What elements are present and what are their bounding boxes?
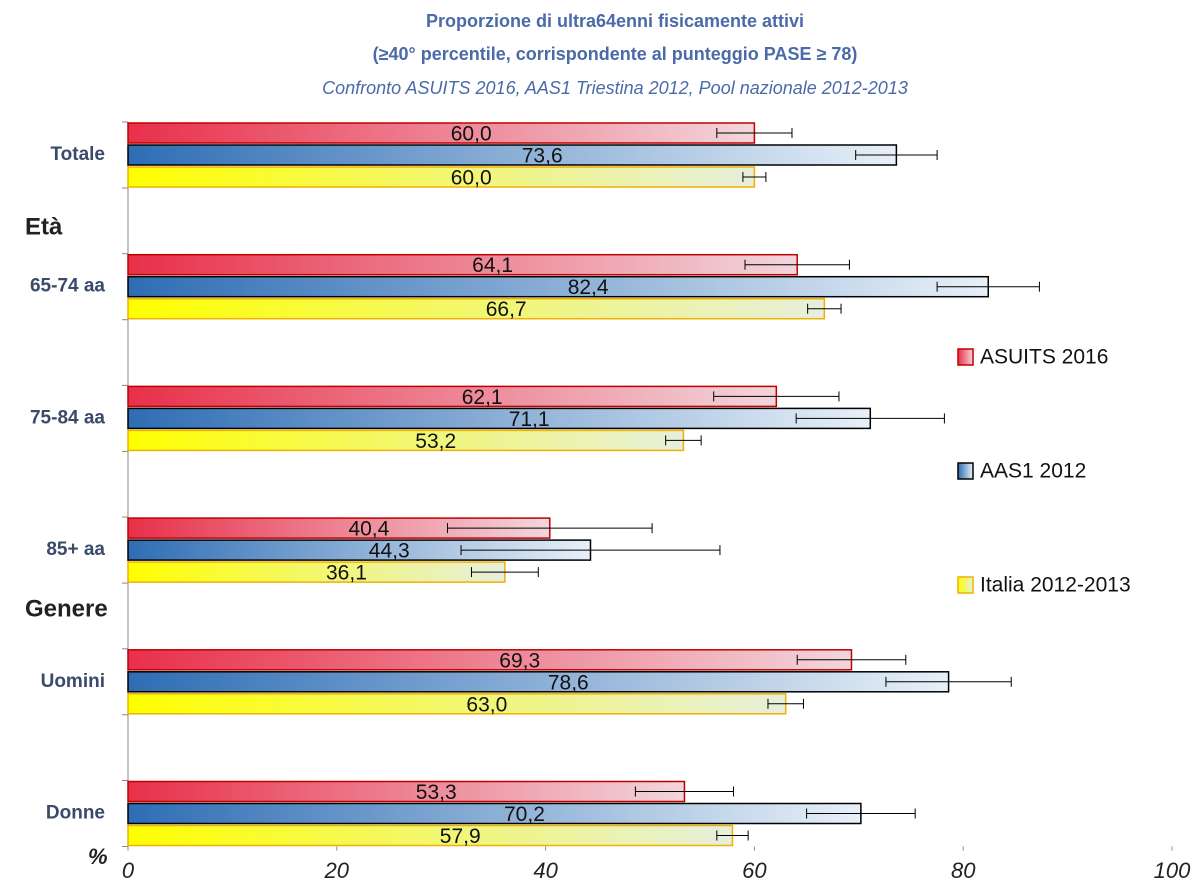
error-bar — [460, 545, 721, 556]
bar — [127, 693, 787, 715]
bar — [127, 671, 950, 693]
legend-label: AAS1 2012 — [980, 460, 1086, 483]
bar — [127, 122, 756, 144]
value-label: 66,7 — [486, 298, 527, 321]
value-label: 53,3 — [416, 781, 457, 804]
value-label: 60,0 — [451, 123, 492, 146]
value-label: 82,4 — [568, 276, 609, 299]
error-bar — [936, 281, 1040, 292]
y-tick-label: Uomini — [41, 671, 105, 692]
value-label: 36,1 — [326, 562, 367, 585]
value-label: 73,6 — [522, 145, 563, 168]
x-tick-label: 60 — [742, 858, 767, 883]
x-tick-label: 20 — [324, 858, 350, 883]
error-bar — [470, 567, 539, 578]
bar — [127, 166, 756, 188]
bar — [127, 824, 734, 847]
x-tick-label: 80 — [951, 858, 976, 883]
bar — [127, 780, 686, 803]
value-label: 69,3 — [499, 649, 540, 672]
bar — [127, 385, 778, 408]
error-bar — [885, 676, 1012, 687]
bar — [127, 275, 990, 298]
error-bar — [744, 259, 850, 270]
error-bar — [742, 172, 767, 182]
error-bar — [713, 391, 840, 402]
value-label: 44,3 — [369, 540, 410, 563]
x-axis-label: % — [88, 844, 108, 869]
error-bar — [446, 523, 653, 534]
value-label: 71,1 — [509, 408, 550, 431]
y-tick-label: 75-84 aa — [30, 407, 105, 428]
error-bar — [795, 413, 945, 424]
value-label: 78,6 — [548, 671, 589, 694]
error-bar — [665, 435, 702, 446]
chart-subtitle: Confronto ASUITS 2016, AAS1 Triestina 20… — [322, 78, 908, 98]
y-tick-label: Donne — [46, 803, 105, 824]
bar — [127, 297, 826, 320]
chart-title-line2: (≥40° percentile, corrispondente al punt… — [373, 44, 858, 64]
value-label: 64,1 — [472, 254, 513, 277]
error-bar — [796, 654, 907, 665]
x-tick-label: 0 — [122, 858, 135, 883]
value-label: 63,0 — [466, 693, 507, 716]
value-label: 40,4 — [348, 518, 389, 541]
x-tick-label: 40 — [533, 858, 558, 883]
legend-swatch — [957, 462, 974, 480]
bar — [127, 253, 798, 276]
error-bar — [767, 698, 804, 709]
y-tick-label: 85+ aa — [46, 539, 105, 560]
x-tick-label: 100 — [1154, 858, 1191, 883]
bar — [127, 144, 898, 166]
error-bar — [807, 303, 842, 314]
chart-title: Proporzione di ultra64enni fisicamente a… — [426, 11, 804, 31]
value-label: 57,9 — [440, 825, 481, 848]
bar — [127, 429, 685, 452]
legend-swatch — [957, 348, 974, 366]
bar — [127, 649, 853, 671]
bar — [127, 802, 862, 825]
y-tick-label: 65-74 aa — [30, 276, 105, 297]
value-label: 70,2 — [504, 803, 545, 826]
section-label: Età — [25, 213, 63, 240]
legend-label: Italia 2012-2013 — [980, 574, 1131, 597]
value-label: 62,1 — [462, 386, 503, 409]
legend-swatch — [957, 576, 974, 594]
y-tick-label: Totale — [50, 144, 105, 165]
error-bar — [716, 128, 793, 138]
value-label: 53,2 — [415, 430, 456, 453]
section-label: Genere — [25, 595, 108, 622]
error-bar — [855, 150, 938, 160]
error-bar — [634, 786, 735, 797]
value-label: 60,0 — [451, 167, 492, 190]
bar — [127, 561, 506, 583]
legend-label: ASUITS 2016 — [980, 346, 1108, 369]
bar — [127, 407, 872, 430]
error-bar — [716, 830, 749, 841]
error-bar — [806, 808, 916, 819]
